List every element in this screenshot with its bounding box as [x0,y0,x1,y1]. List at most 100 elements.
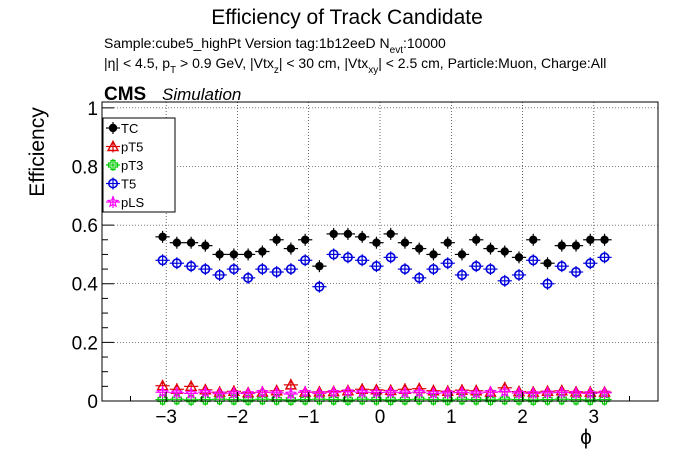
point-pLS [484,385,497,398]
cuts-part-3: | < 2.5 cm, Particle:Muon, Charge:All [378,55,606,71]
x-tick-label: 0 [375,407,386,428]
point-TC [443,238,452,247]
point-T5 [399,264,410,275]
point-pT3 [186,394,197,405]
legend: TC pT5 pT3 T5 pLS [102,117,176,213]
point-T5 [585,258,596,269]
cuts-sub-1: z [274,65,279,76]
point-TC [429,250,438,259]
legend-marker-T5 [108,178,119,189]
point-T5 [513,269,524,280]
legend-label-pLS: pLS [121,195,144,210]
point-TC [457,250,467,259]
chart-title: Efficiency of Track Candidate [211,6,483,29]
point-pLS [156,385,169,398]
point-pLS [512,386,526,399]
legend-label-T5: T5 [121,177,136,192]
point-T5 [556,261,567,272]
point-pLS [170,386,184,399]
x-tick-label: −3 [155,407,177,428]
point-pT3 [157,394,168,405]
point-pT3 [357,394,368,405]
point-T5 [228,264,239,275]
y-tick-label: 0.6 [72,216,98,237]
point-pT3 [371,394,382,405]
subtitle-sample-end: :10000 [403,35,446,51]
point-pT3 [385,394,396,405]
point-pT3 [499,394,510,405]
point-pT3 [585,394,596,405]
point-TC [343,229,353,239]
series-pT5 [155,378,612,399]
point-pLS [427,386,440,399]
point-pLS [298,385,312,398]
point-pT3 [342,394,354,405]
point-TC [571,241,581,250]
point-pT3 [442,394,453,405]
point-pLS [213,387,226,400]
point-pT3 [300,394,311,405]
cuts-part-2: | < 30 cm, |Vtx [279,55,368,71]
point-T5 [414,272,425,283]
point-TC [300,235,310,244]
point-pT3 [471,394,482,405]
point-pLS [184,386,198,399]
x-tick-label: 1 [446,407,457,428]
cuts-sub-2: xy [368,65,378,76]
point-TC [500,247,509,256]
legend-marker-pT5 [106,140,120,152]
point-TC [529,235,538,244]
point-T5 [542,278,553,289]
legend-entry-pT3: pT3 [106,158,143,173]
point-TC [415,244,424,253]
legend-label-TC: TC [121,121,138,136]
point-TC [486,244,495,253]
point-pLS [469,386,483,399]
point-T5 [285,264,296,275]
subtitle-sample-main: Sample:cube5_highPt Version tag:1b12eeD … [104,35,390,51]
series-TC [155,227,612,273]
point-pLS [313,386,326,399]
point-pLS [541,386,554,399]
x-tick-label: −2 [227,407,249,428]
point-TC [357,232,367,242]
point-T5 [157,255,168,266]
point-TC [201,241,210,250]
point-TC [258,247,267,256]
point-T5 [171,258,182,269]
grid [102,102,658,402]
point-pLS [498,384,512,398]
point-pT3 [328,394,339,405]
point-TC [543,259,552,268]
point-pT3 [570,394,582,405]
point-pLS [555,385,569,398]
point-pLS [441,386,455,399]
point-pT3 [556,394,567,405]
legend-entry-pT5: pT5 [106,140,143,155]
y-tick-label: 0.8 [72,157,98,178]
point-T5 [314,281,325,292]
point-pT3 [485,394,496,405]
point-T5 [200,264,211,275]
point-TC [272,235,281,244]
point-pT3 [513,394,525,405]
point-TC [315,261,324,271]
point-pT3 [200,394,211,405]
point-pLS [384,385,398,398]
point-T5 [528,255,539,266]
y-tick-label: 1 [87,99,98,120]
cms-label: CMS [104,84,146,105]
axis-ticks: −3 −2 −1 0 1 2 3 0 0.2 0.4 0.6 0.8 1 [72,99,630,428]
subtitle-cuts: |η| < 4.5, pT > 0.9 GeV, |Vtxz| < 30 cm,… [104,55,606,76]
cuts-part-1: > 0.9 GeV, |Vtx [176,55,274,71]
point-pLS [412,385,426,398]
legend-label-pT5: pT5 [121,140,143,155]
legend-marker-TC [108,123,118,133]
point-pLS [398,386,412,399]
legend-marker-pT3 [107,159,119,171]
point-pT3 [528,394,539,405]
point-TC [172,238,182,247]
point-pLS [583,386,597,399]
point-pLS [598,386,611,399]
legend-marker-pLS [106,195,120,208]
